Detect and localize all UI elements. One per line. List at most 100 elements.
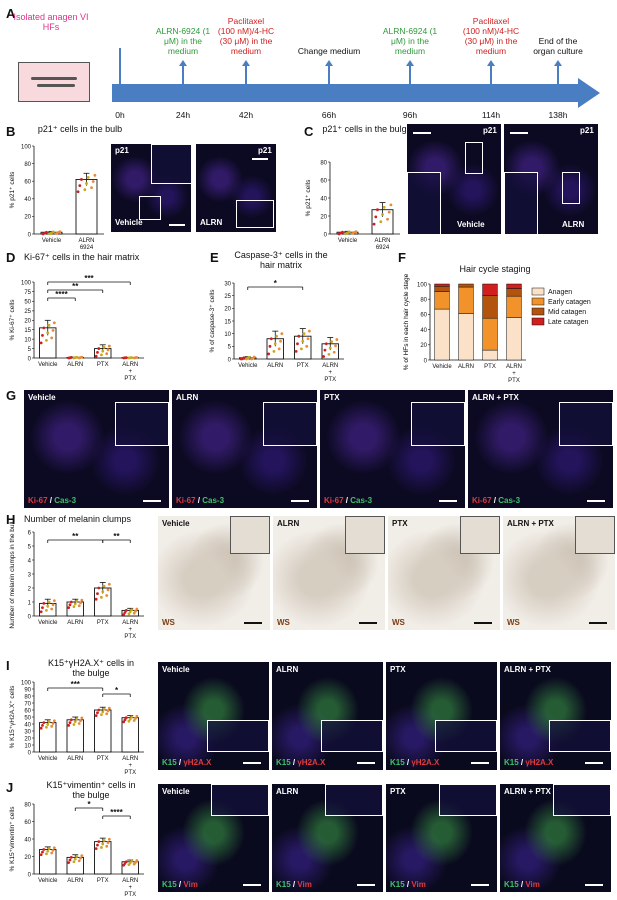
y-tick-label: 90 (24, 687, 31, 693)
timeline-time: 42h (239, 110, 253, 120)
culture-dish (18, 62, 90, 102)
micrograph-label: ALRN (176, 393, 199, 402)
significance-stars: *** (84, 274, 94, 283)
timeline-event-text: μM) in the (391, 36, 429, 46)
data-point (127, 612, 131, 616)
data-point (128, 717, 132, 721)
y-tick-label: 5 (228, 345, 232, 351)
x-tick-label: ALRN (67, 756, 83, 762)
timeline-time: 24h (176, 110, 190, 120)
data-point (85, 182, 88, 185)
data-point (135, 607, 139, 611)
bar (94, 841, 112, 875)
data-point (80, 355, 84, 359)
data-point (386, 217, 389, 221)
data-point (41, 333, 44, 337)
data-point (46, 604, 50, 608)
image-c-vehicle: p21 Vehicle (407, 124, 501, 234)
data-point (46, 331, 50, 335)
timeline-time: 0h (115, 110, 125, 120)
significance-stars: ** (72, 282, 79, 291)
data-point (268, 344, 272, 348)
panel-label-a: A (6, 6, 16, 21)
stain-label: Ki-67 / Cas-3 (472, 496, 521, 505)
stain-label: Ki-67 / Cas-3 (176, 496, 225, 505)
legend-swatch (531, 307, 545, 316)
x-tick-label: ALRN (67, 620, 83, 626)
stain-label: WS (392, 618, 405, 627)
y-tick-label: 0 (424, 358, 428, 364)
data-point (277, 347, 281, 351)
micrograph-vehicle: Vehicle Ki-67 / Cas-3 (24, 390, 169, 508)
x-tick-label: ALRN (458, 364, 474, 370)
x-tick-label: PTX (324, 377, 336, 383)
timeline-event-text: End of the (539, 36, 578, 46)
y-tick-label: 100 (21, 680, 32, 686)
data-point (50, 607, 54, 611)
panel-i-title: K15⁺γH2A.X⁺ cells in the bulge (47, 658, 135, 679)
data-point (106, 348, 110, 352)
data-point (94, 354, 98, 358)
data-point (80, 716, 84, 720)
stacked-bar-segment (482, 349, 498, 361)
x-tick-label: PTX (97, 756, 109, 762)
legend-swatch (531, 317, 545, 326)
panel-f-title: Hair cycle staging (459, 264, 531, 274)
micrograph-label: PTX (390, 787, 406, 796)
data-point (354, 230, 358, 233)
panel-label-d: D (6, 250, 16, 265)
x-tick-label: ALRN (122, 756, 138, 762)
image-b-vehicle: p21 Vehicle (111, 144, 191, 232)
stain-label: K15 / Vim (504, 880, 540, 889)
data-point (381, 213, 384, 216)
data-point (69, 855, 73, 859)
y-tick-label: 20 (420, 343, 427, 349)
data-point (273, 342, 277, 346)
data-point (51, 230, 55, 234)
legend-label: Anagen (548, 289, 572, 296)
timeline-time: 66h (322, 110, 336, 120)
data-point (77, 859, 81, 863)
y-tick-label: 5 (28, 347, 32, 353)
data-point (280, 332, 284, 336)
data-point (105, 712, 109, 716)
data-point (122, 613, 126, 616)
y-tick-label: 25 (224, 294, 231, 300)
data-point (328, 346, 332, 350)
y-tick-label: 60 (24, 820, 31, 826)
x-tick-label: + (328, 370, 332, 376)
legend-label: Late catagen (548, 319, 589, 326)
data-point (127, 719, 131, 723)
data-point (130, 356, 133, 359)
panel-j-title: K15⁺vimentin⁺ cells in the bulge (46, 780, 136, 801)
stacked-bar-segment (458, 313, 474, 361)
y-tick-label: 0 (28, 614, 32, 620)
y-tick-label: 50 (24, 715, 31, 721)
data-point (302, 332, 306, 336)
x-tick-label: 6924 (80, 245, 94, 251)
data-point (47, 323, 51, 327)
y-tick-label: 80 (24, 694, 31, 700)
data-point (50, 851, 54, 855)
data-point (45, 230, 48, 234)
data-point (301, 339, 305, 343)
timeline-event-text: (30 μM) in the (220, 36, 273, 46)
panel-b-title: p21⁺ cells in the bulb (37, 124, 123, 134)
y-tick-label: 5 (28, 544, 32, 550)
stain-label: K15 / Vim (276, 880, 312, 889)
data-point (332, 350, 336, 354)
data-point (101, 349, 105, 353)
panel-h-title: Number of melanin clumps (24, 514, 132, 524)
data-point (75, 855, 78, 858)
panel-d-title: Ki-67⁺ cells in the hair matrix (24, 252, 140, 262)
timeline-event-text: medium (168, 46, 198, 56)
timeline-arrow (112, 78, 600, 108)
x-tick-label: PTX (124, 892, 136, 898)
data-point (107, 706, 111, 710)
timeline-event-text: ALRN-6924 (1 (156, 26, 211, 36)
x-tick-label: Vehicle (38, 620, 58, 626)
